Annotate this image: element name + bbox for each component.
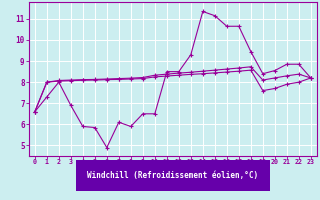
X-axis label: Windchill (Refroidissement éolien,°C): Windchill (Refroidissement éolien,°C)	[87, 171, 258, 180]
